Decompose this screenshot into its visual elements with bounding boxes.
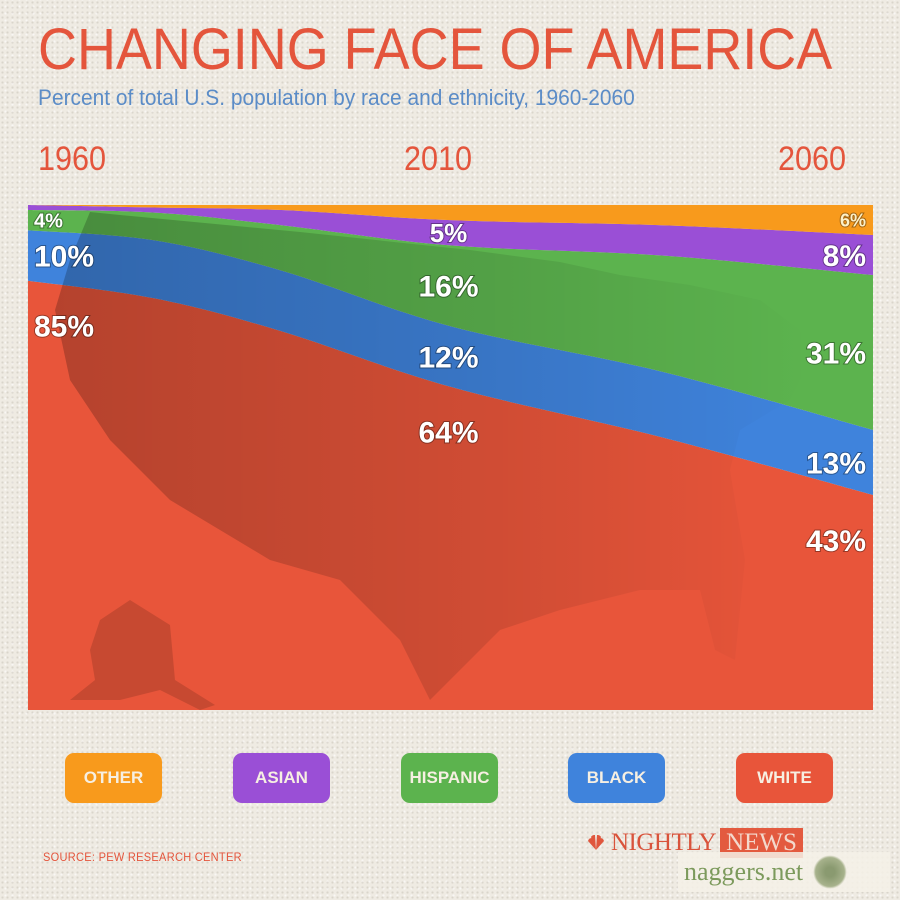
- legend-label: BLACK: [586, 768, 647, 787]
- area-asian: [28, 205, 873, 275]
- legend-label: HISPANIC: [409, 768, 490, 787]
- x-tick-label-2010: 2010: [404, 140, 473, 178]
- nbc-peacock-icon: [588, 834, 604, 850]
- data-label-hispanic-2010: 16%: [418, 271, 478, 304]
- watermark-text: naggers.net: [684, 857, 804, 886]
- legend-item-hispanic: HISPANIC: [401, 753, 498, 803]
- x-tick-label-2060: 2060: [778, 140, 847, 178]
- us-map-silhouette: [55, 212, 810, 700]
- data-label-black-2010: 12%: [418, 341, 478, 374]
- data-label-black-2060: 13%: [806, 447, 866, 480]
- legend-label: OTHER: [83, 768, 144, 787]
- watermark: naggers.net: [678, 852, 890, 892]
- alaska-silhouette: [70, 600, 215, 710]
- data-label-black-1960: 10%: [34, 240, 94, 273]
- area-other: [28, 205, 873, 235]
- data-label-hispanic-1960: 4%: [34, 210, 63, 232]
- chart-subtitle: Percent of total U.S. population by race…: [38, 85, 635, 110]
- data-label-white-2060: 43%: [806, 525, 866, 558]
- legend-item-white: WHITE: [736, 753, 833, 803]
- legend-label: ASIAN: [255, 768, 308, 787]
- logo-nightly-text: NIGHTLY: [611, 829, 717, 856]
- source-note: SOURCE: PEW RESEARCH CENTER: [43, 850, 242, 864]
- watermark-emblem-icon: [813, 855, 848, 889]
- legend-item-black: BLACK: [568, 753, 665, 803]
- legend-item-other: OTHER: [65, 753, 162, 803]
- data-label-hispanic-2060: 31%: [806, 337, 866, 370]
- chart-title: CHANGING FACE OF AMERICA: [38, 17, 833, 82]
- data-label-other-2060: 6%: [840, 210, 866, 230]
- data-label-white-1960: 85%: [34, 311, 94, 344]
- legend-item-asian: ASIAN: [233, 753, 330, 803]
- data-label-asian-2010: 5%: [430, 218, 468, 248]
- data-label-white-2010: 64%: [418, 417, 478, 450]
- legend-label: WHITE: [757, 768, 812, 787]
- x-tick-label-1960: 1960: [38, 140, 107, 178]
- data-label-asian-2060: 8%: [823, 240, 866, 273]
